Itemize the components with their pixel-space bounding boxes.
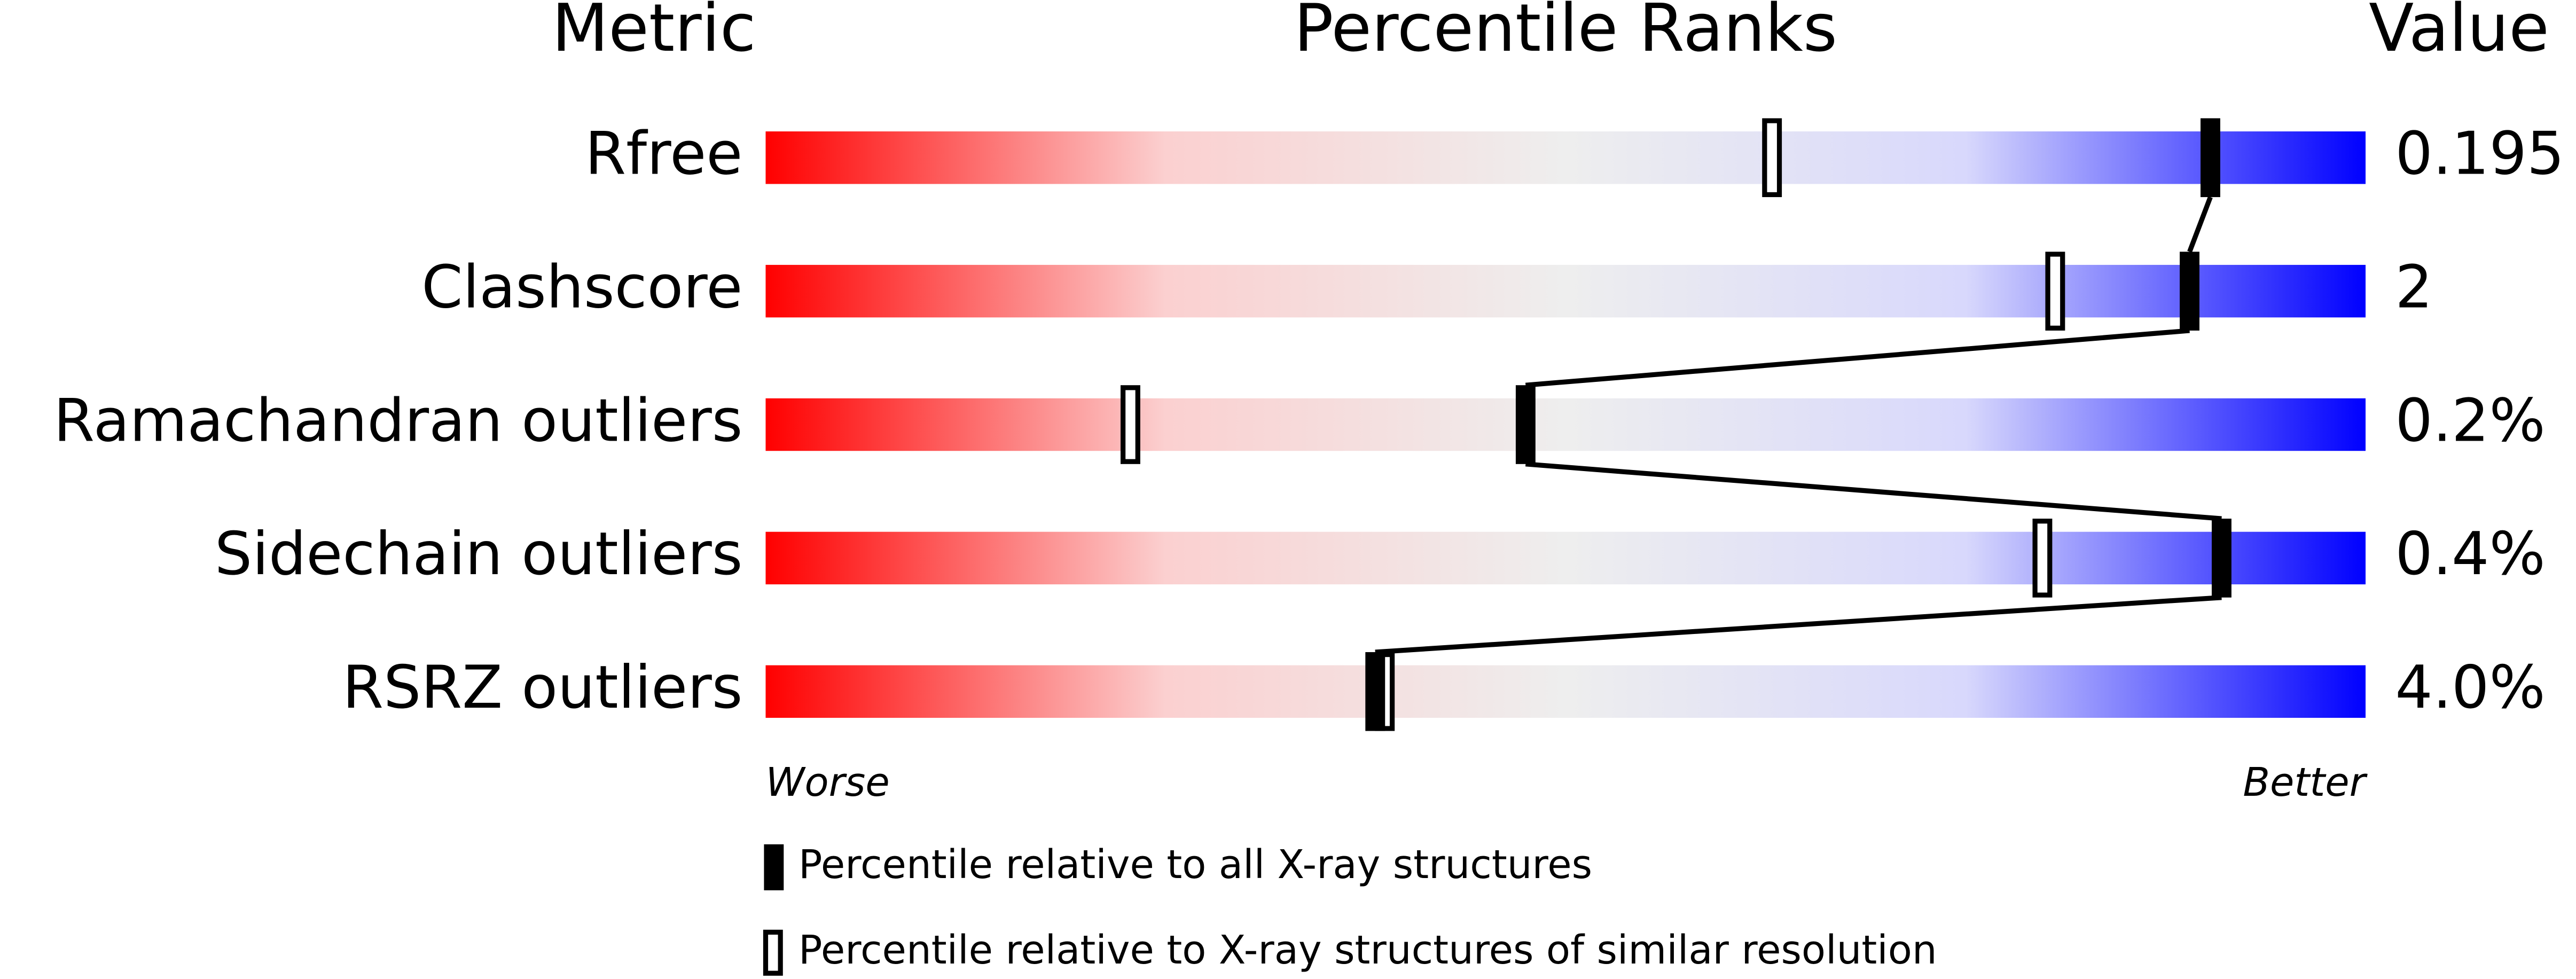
legend-label: Percentile relative to all X-ray structu… — [798, 842, 1592, 888]
open-marker — [1762, 118, 1782, 198]
worse-label: Worse — [765, 759, 889, 805]
percentile-bar — [765, 131, 2366, 184]
metric-value: 0.2% — [2395, 386, 2545, 455]
connector-line — [1525, 328, 2190, 388]
percentile-bar — [765, 264, 2366, 318]
filled-marker — [1515, 385, 1536, 464]
column-header: Percentile Ranks — [1294, 0, 1837, 67]
metric-value: 4.0% — [2395, 653, 2545, 722]
legend-label: Percentile relative to X-ray structures … — [798, 927, 1937, 973]
column-header: Metric — [552, 0, 756, 67]
open-marker — [1121, 385, 1140, 464]
filled-marker — [1365, 652, 1385, 731]
metric-label: RSRZ outliers — [342, 653, 742, 722]
better-label: Better — [2243, 759, 2368, 805]
open-marker — [2045, 252, 2065, 331]
metric-label: Ramachandran outliers — [53, 386, 742, 455]
metric-label: Sidechain outliers — [215, 520, 743, 589]
legend-swatch — [764, 844, 784, 890]
filled-marker — [2201, 118, 2220, 198]
open-marker — [2032, 519, 2053, 598]
filled-marker — [2211, 519, 2232, 598]
connector-line — [2187, 196, 2213, 253]
metric-value: 0.4% — [2395, 520, 2545, 589]
percentile-bar — [765, 531, 2366, 585]
percentile-bar — [765, 398, 2366, 451]
connector-line — [1525, 461, 2222, 521]
metric-value: 0.195 — [2395, 120, 2564, 189]
column-header: Value — [2369, 0, 2549, 67]
metric-label: Clashscore — [421, 253, 742, 322]
legend-swatch — [763, 929, 783, 976]
percentile-bar — [765, 665, 2366, 718]
metric-label: Rfree — [585, 120, 742, 189]
metric-value: 2 — [2395, 253, 2432, 322]
connector-line — [1375, 595, 2222, 655]
filled-marker — [2180, 252, 2199, 331]
